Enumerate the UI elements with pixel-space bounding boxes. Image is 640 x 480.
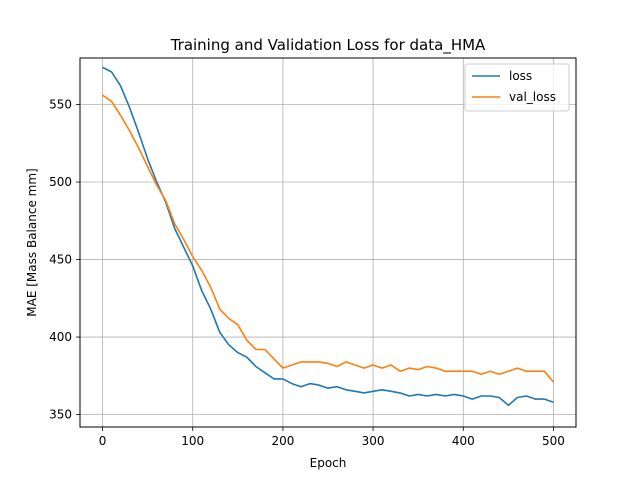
y-tick-label: 450 — [49, 253, 72, 267]
series-line-val-loss — [102, 94, 555, 383]
x-tick-label: 200 — [271, 434, 294, 448]
ticks: 0 100 200 300 400 500 350 400 450 500 550 — [49, 98, 565, 448]
legend-label-loss: loss — [509, 69, 532, 83]
x-tick-label: 0 — [99, 434, 107, 448]
chart-title: Training and Validation Loss for data_HM… — [170, 36, 486, 55]
y-tick-label: 550 — [49, 98, 72, 112]
y-tick-label: 400 — [49, 330, 72, 344]
y-axis-label: MAE [Mass Balance mm] — [25, 168, 39, 316]
x-axis-label: Epoch — [310, 456, 347, 470]
series-line-loss — [102, 66, 554, 407]
x-tick-label: 300 — [362, 434, 385, 448]
y-tick-label: 350 — [49, 408, 72, 422]
x-tick-label: 400 — [452, 434, 475, 448]
plot-frame — [79, 57, 577, 428]
legend-label-val-loss: val_loss — [509, 90, 556, 104]
y-tick-label: 500 — [49, 175, 72, 189]
legend: loss val_loss — [464, 63, 570, 112]
x-tick-label: 100 — [181, 434, 204, 448]
x-tick-label: 500 — [542, 434, 565, 448]
series-layer — [102, 66, 555, 407]
